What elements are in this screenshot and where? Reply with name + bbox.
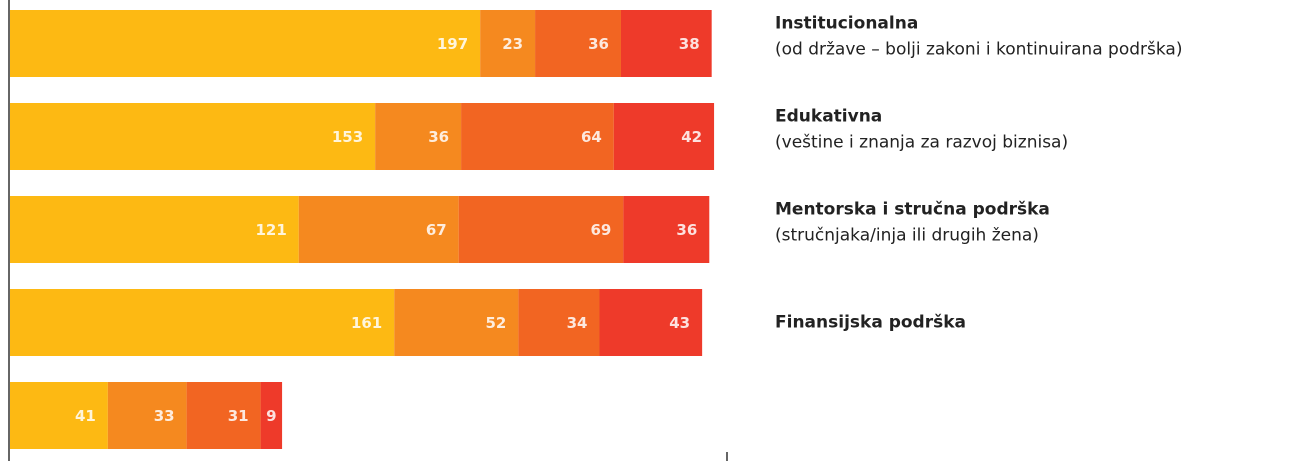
bar-segment	[10, 382, 108, 449]
value-label: 153	[332, 128, 363, 146]
bar-segment	[620, 10, 712, 77]
bar-segment	[458, 196, 624, 263]
bar-segment	[298, 196, 459, 263]
value-label: 43	[669, 314, 690, 332]
bar-segment	[10, 196, 299, 263]
value-label: 121	[255, 221, 286, 239]
value-label: 31	[228, 407, 249, 425]
bar-segment	[535, 10, 621, 77]
value-label: 33	[154, 407, 175, 425]
bar-segment	[518, 289, 600, 356]
value-label: 69	[590, 221, 611, 239]
value-label: 197	[437, 35, 468, 53]
value-label: 41	[75, 407, 96, 425]
value-label: 34	[567, 314, 588, 332]
value-label: 161	[351, 314, 382, 332]
category-label: Edukativna	[775, 107, 882, 127]
value-label: 38	[679, 35, 700, 53]
bar-segment	[186, 382, 261, 449]
bar-segment	[375, 103, 462, 170]
bar-segment	[10, 10, 481, 77]
bar-segment	[260, 382, 283, 449]
category-label: Institucionalna	[775, 14, 918, 34]
value-label: 36	[676, 221, 697, 239]
bar-segment	[107, 382, 187, 449]
bar-segment	[480, 10, 536, 77]
value-label: 9	[266, 407, 276, 425]
value-label: 64	[581, 128, 602, 146]
bar-segment	[613, 103, 715, 170]
category-label: Finansijska podrška	[775, 313, 966, 333]
value-label: 23	[502, 35, 523, 53]
bar-segment	[599, 289, 703, 356]
value-label: 52	[485, 314, 506, 332]
value-label: 36	[428, 128, 449, 146]
bar-segment	[394, 289, 519, 356]
category-note: (veštine i znanja za razvoj biznisa)	[775, 133, 1068, 153]
bar-segment	[623, 196, 710, 263]
category-note: (od države – bolji zakoni i kontinuirana…	[775, 40, 1182, 60]
value-label: 36	[588, 35, 609, 53]
category-label: Mentorska i stručna podrška	[775, 200, 1050, 220]
value-label: 42	[681, 128, 702, 146]
category-note: (stručnjaka/inja ili drugih žena)	[775, 226, 1039, 246]
value-label: 67	[426, 221, 447, 239]
bar-segment	[10, 289, 395, 356]
bar-segment	[10, 103, 376, 170]
bar-segment	[461, 103, 614, 170]
